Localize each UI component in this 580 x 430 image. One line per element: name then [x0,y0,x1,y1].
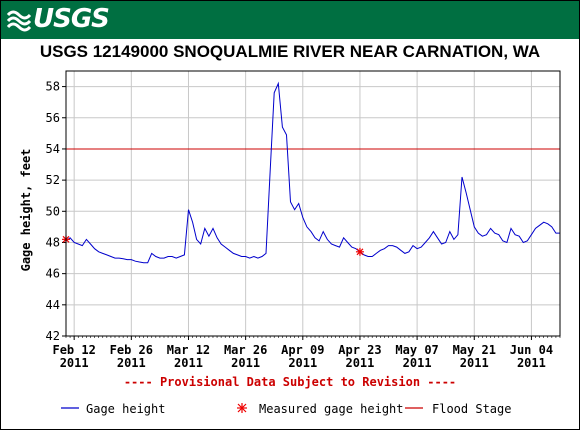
y-tick-label: 56 [46,111,60,125]
y-tick-labels: 42 44 46 48 50 52 54 56 58 [46,80,60,343]
grid-lines [62,71,561,340]
y-tick-label: 54 [46,142,60,156]
provisional-note: ---- Provisional Data Subject to Revisio… [123,375,457,389]
y-axis-label: Gage height, feet [19,149,33,272]
x-tick-year: 2011 [231,356,260,370]
x-tick-year: 2011 [174,356,203,370]
y-tick-label: 42 [46,329,60,343]
y-tick-label: 48 [46,235,60,249]
usgs-logo-text: USGS [33,4,110,34]
legend-flood-label: Flood Stage [432,402,512,416]
legend-gage-label: Gage height [86,402,166,416]
x-tick-label: Feb 26 [110,343,153,357]
x-tick-label: Apr 09 [281,343,324,357]
x-tick-year: 2011 [60,356,89,370]
legend-measured-label: Measured gage height [259,402,404,416]
y-tick-label: 46 [46,267,60,281]
measured-point [355,247,364,256]
x-tick-label: Mar 26 [224,343,267,357]
x-tick-year: 2011 [460,356,489,370]
x-tick-year: 2011 [517,356,546,370]
x-tick-year: 2011 [288,356,317,370]
x-tick-year: 2011 [403,356,432,370]
x-tick-label: Apr 23 [338,343,381,357]
x-tick-label: May 07 [395,343,438,357]
measured-points [62,235,364,256]
x-tick-label: Jun 04 [510,343,553,357]
chart-title: USGS 12149000 SNOQUALMIE RIVER NEAR CARN… [39,42,541,61]
y-tick-label: 52 [46,173,60,187]
plot-area [65,70,561,337]
x-tick-year: 2011 [117,356,146,370]
usgs-wave-icon [7,10,31,32]
y-tick-label: 58 [46,80,60,94]
legend-measured-swatch [237,403,247,413]
measured-point-stroke [356,248,364,256]
gage-height-line [65,81,560,264]
x-tick-label: Mar 12 [167,343,210,357]
x-tick-label: May 21 [453,343,496,357]
x-tick-label: Feb 12 [52,343,95,357]
y-tick-label: 44 [46,298,60,312]
x-tick-year: 2011 [345,356,374,370]
usgs-banner: USGS [1,1,579,39]
y-tick-label: 50 [46,204,60,218]
